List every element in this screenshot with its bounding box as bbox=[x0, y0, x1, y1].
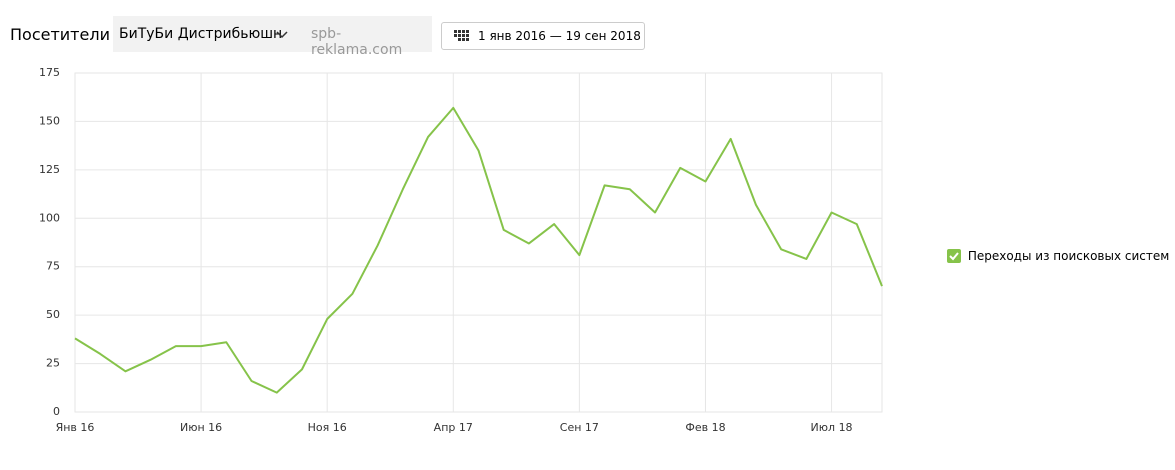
x-tick-label: Июл 18 bbox=[811, 421, 853, 434]
dropdown-arrow[interactable] bbox=[276, 30, 290, 40]
segment-selector[interactable]: БиТуБи Дистрибьюшн spb-reklama.com bbox=[113, 16, 432, 58]
x-tick-label: Июн 16 bbox=[180, 421, 222, 434]
legend-checkbox[interactable] bbox=[947, 248, 961, 263]
y-tick-label: 175 bbox=[39, 66, 60, 79]
legend: Переходы из поисковых систем bbox=[947, 248, 1169, 263]
x-tick-label: Апр 17 bbox=[434, 421, 473, 434]
x-tick-label: Янв 16 bbox=[56, 421, 95, 434]
data-line bbox=[74, 106, 883, 394]
x-tick-label: Фев 18 bbox=[685, 421, 725, 434]
x-tick-label: Ноя 16 bbox=[308, 421, 347, 434]
y-tick-label: 25 bbox=[46, 357, 60, 370]
x-tick-label: Сен 17 bbox=[560, 421, 599, 434]
period-text[interactable]: 1 янв 2016 — 19 сен 2018 bbox=[478, 29, 641, 43]
page-title: Посетители bbox=[10, 25, 110, 44]
y-tick-label: 100 bbox=[39, 211, 60, 224]
y-tick-label: 50 bbox=[46, 308, 60, 321]
segment-name[interactable]: БиТуБи Дистрибьюшн bbox=[119, 26, 283, 42]
plot-area bbox=[74, 72, 883, 413]
period-button[interactable]: 1 янв 2016 — 19 сен 2018 bbox=[441, 22, 645, 50]
y-tick-label: 75 bbox=[46, 260, 60, 273]
y-tick-label: 0 bbox=[53, 405, 60, 418]
calendar-icon bbox=[454, 30, 469, 41]
y-tick-label: 150 bbox=[39, 114, 60, 127]
site-name: spb-reklama.com bbox=[311, 26, 403, 58]
legend-label[interactable]: Переходы из поисковых систем bbox=[967, 248, 1170, 263]
check-icon bbox=[949, 251, 959, 260]
y-tick-label: 125 bbox=[39, 163, 60, 176]
